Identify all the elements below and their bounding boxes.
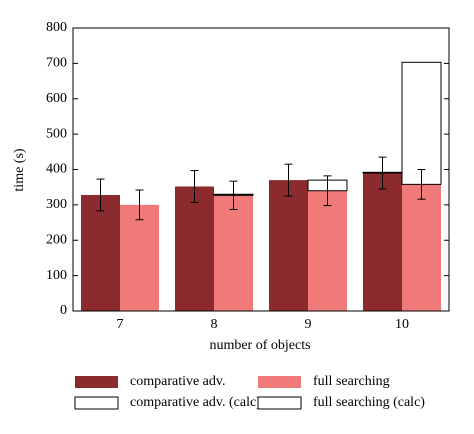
legend-swatch bbox=[75, 376, 118, 388]
legend-label: comparative adv. (calc) bbox=[130, 395, 261, 410]
bar bbox=[269, 180, 308, 311]
bar bbox=[308, 190, 347, 311]
y-tick-label: 800 bbox=[46, 20, 67, 35]
bar bbox=[363, 173, 402, 311]
bar bbox=[402, 184, 441, 311]
y-tick-label: 700 bbox=[46, 56, 67, 71]
bar bbox=[214, 195, 253, 311]
x-tick-label: 7 bbox=[117, 317, 124, 332]
y-tick-label: 400 bbox=[46, 162, 67, 177]
bar bbox=[120, 204, 159, 311]
legend-swatch bbox=[74, 396, 119, 410]
legend-label: full searching (calc) bbox=[313, 395, 425, 410]
y-tick-label: 0 bbox=[60, 303, 67, 318]
y-tick-label: 100 bbox=[46, 268, 67, 283]
bar bbox=[81, 194, 120, 311]
y-axis-label: time (s) bbox=[12, 148, 27, 191]
y-tick-label: 200 bbox=[46, 232, 67, 247]
plot-frame bbox=[72, 27, 450, 312]
bar bbox=[401, 61, 442, 185]
legend-swatch bbox=[257, 396, 302, 410]
x-axis-label: number of objects bbox=[209, 338, 310, 353]
y-tick-label: 600 bbox=[46, 91, 67, 106]
x-tick-label: 9 bbox=[305, 317, 312, 332]
x-tick-label: 10 bbox=[395, 317, 409, 332]
y-tick-label: 300 bbox=[46, 197, 67, 212]
legend-label: comparative adv. bbox=[130, 374, 226, 389]
legend-label: full searching bbox=[313, 374, 390, 389]
legend-swatch bbox=[258, 376, 301, 388]
x-tick-label: 8 bbox=[211, 317, 218, 332]
y-tick-label: 500 bbox=[46, 126, 67, 141]
bar bbox=[175, 186, 214, 311]
